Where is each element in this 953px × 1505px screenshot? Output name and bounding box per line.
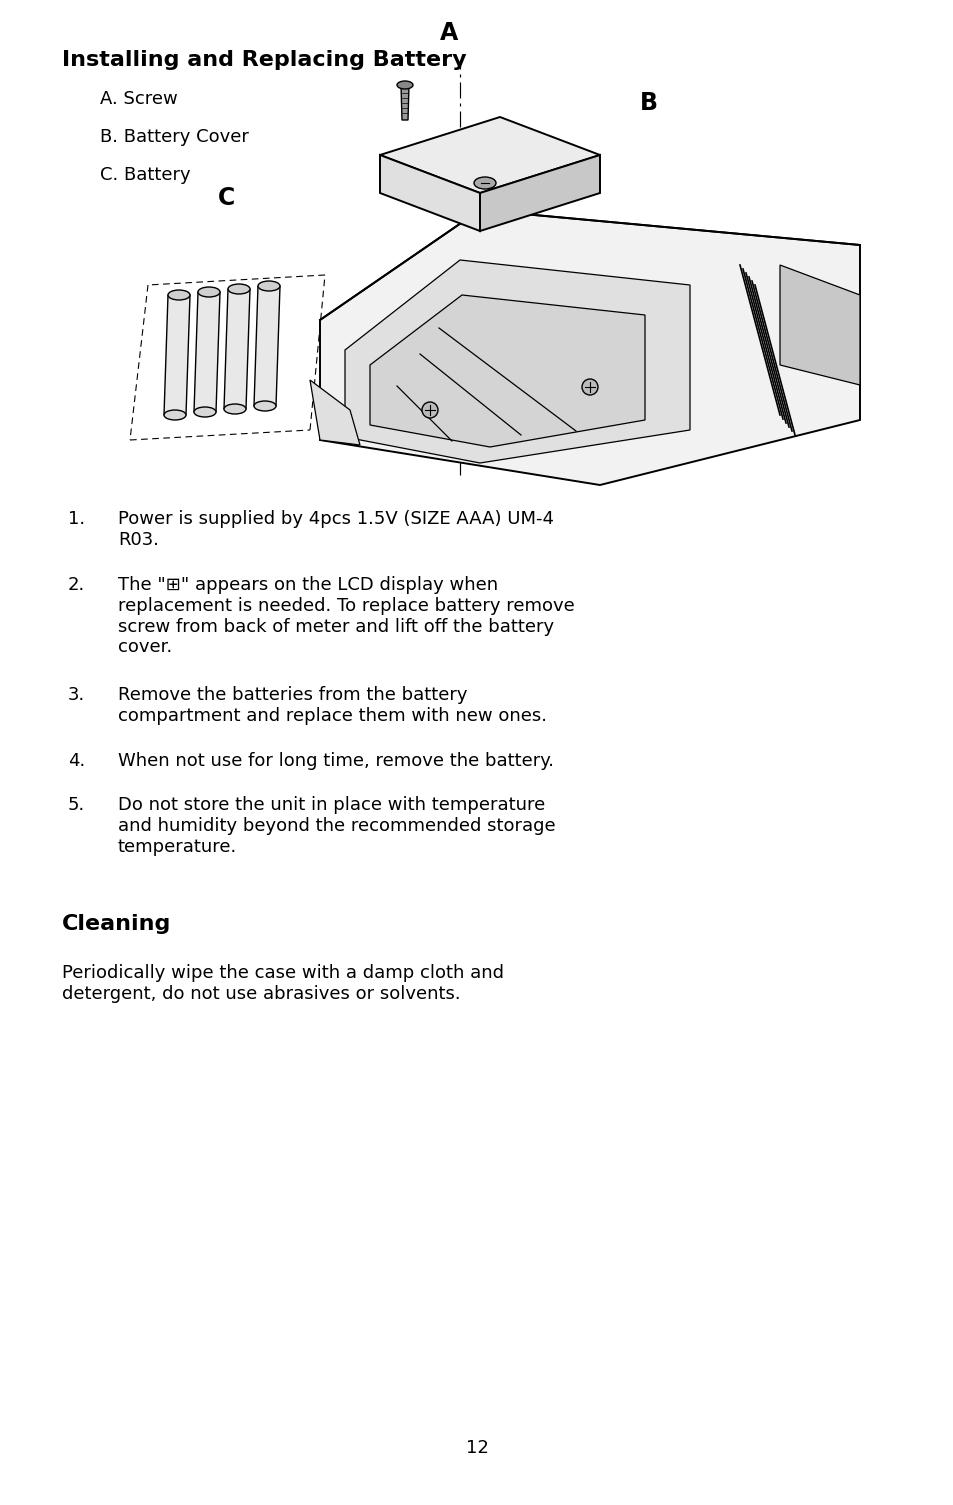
Text: 12: 12 <box>465 1439 488 1457</box>
Text: When not use for long time, remove the battery.: When not use for long time, remove the b… <box>118 752 554 771</box>
Text: Cleaning: Cleaning <box>62 914 172 935</box>
Polygon shape <box>400 84 409 120</box>
Ellipse shape <box>168 290 190 299</box>
Ellipse shape <box>228 284 250 293</box>
Polygon shape <box>224 289 250 409</box>
Text: B. Battery Cover: B. Battery Cover <box>100 128 249 146</box>
Ellipse shape <box>164 409 186 420</box>
Text: 4.: 4. <box>68 752 85 771</box>
Polygon shape <box>319 211 859 485</box>
Polygon shape <box>253 286 280 406</box>
Text: Do not store the unit in place with temperature
and humidity beyond the recommen: Do not store the unit in place with temp… <box>118 796 555 856</box>
Circle shape <box>581 379 598 394</box>
Text: 2.: 2. <box>68 576 85 594</box>
Polygon shape <box>193 292 220 412</box>
Text: A. Screw: A. Screw <box>100 90 177 108</box>
Text: Installing and Replacing Battery: Installing and Replacing Battery <box>62 50 466 71</box>
Text: Periodically wipe the case with a damp cloth and
detergent, do not use abrasives: Periodically wipe the case with a damp c… <box>62 965 503 1002</box>
Polygon shape <box>379 117 599 193</box>
Ellipse shape <box>193 406 215 417</box>
Text: Remove the batteries from the battery
compartment and replace them with new ones: Remove the batteries from the battery co… <box>118 686 546 725</box>
Text: 5.: 5. <box>68 796 85 814</box>
Text: C: C <box>218 187 235 211</box>
Text: 1.: 1. <box>68 510 85 528</box>
Polygon shape <box>164 295 190 415</box>
Ellipse shape <box>198 287 220 296</box>
Polygon shape <box>370 295 644 447</box>
Text: Power is supplied by 4pcs 1.5V (SIZE AAA) UM-4
R03.: Power is supplied by 4pcs 1.5V (SIZE AAA… <box>118 510 554 549</box>
Circle shape <box>421 402 437 418</box>
Ellipse shape <box>257 281 280 290</box>
Ellipse shape <box>253 400 275 411</box>
Ellipse shape <box>474 178 496 190</box>
Text: B: B <box>639 90 658 114</box>
Polygon shape <box>479 155 599 230</box>
Ellipse shape <box>224 403 246 414</box>
Text: 3.: 3. <box>68 686 85 704</box>
Text: A: A <box>439 21 457 45</box>
Polygon shape <box>310 379 359 445</box>
Text: The "⊞" appears on the LCD display when
replacement is needed. To replace batter: The "⊞" appears on the LCD display when … <box>118 576 574 656</box>
Text: C. Battery: C. Battery <box>100 166 191 184</box>
Ellipse shape <box>396 81 413 89</box>
Polygon shape <box>780 265 859 385</box>
Polygon shape <box>379 155 479 230</box>
Polygon shape <box>345 260 689 464</box>
